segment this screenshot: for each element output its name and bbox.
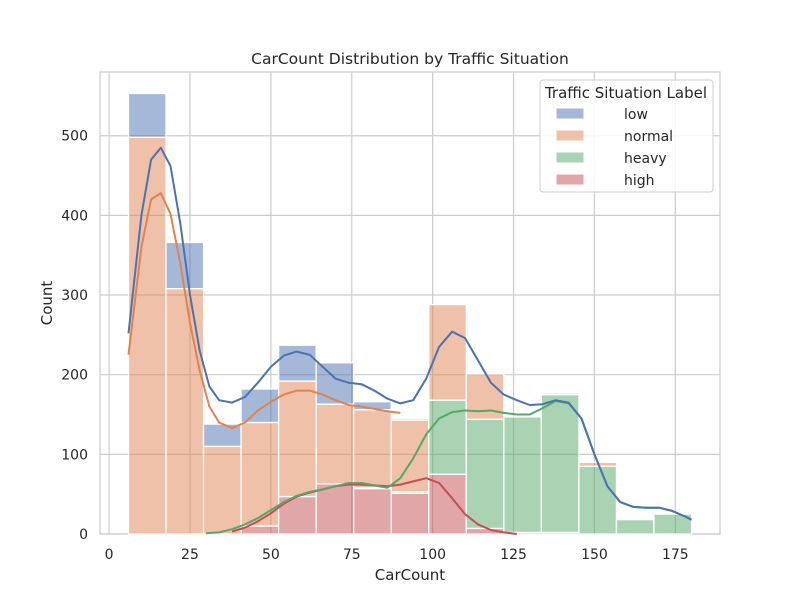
bar-high [315,483,355,535]
bar-normal [540,392,580,396]
x-tick-label: 150 [581,547,608,563]
bar-normal [127,136,167,535]
x-tick-label: 175 [662,547,689,563]
legend-label-low: low [624,107,648,123]
legend-swatch-low [555,107,585,120]
bar-normal [353,409,392,489]
legend: Traffic Situation Label low normal heavy hi… [539,79,714,193]
bar-heavy [615,519,655,535]
y-tick-label: 500 [61,129,88,145]
bar-heavy [653,513,693,535]
legend-swatch-normal [555,129,585,142]
y-tick-label: 200 [61,368,88,384]
bar-heavy [428,399,467,475]
bar-heavy [503,416,543,534]
bar-low [127,92,167,138]
legend-label-heavy: heavy [624,151,667,167]
legend-swatch-heavy [555,151,585,164]
y-tick-label: 100 [61,447,88,463]
x-tick-label: 25 [181,547,199,563]
bar-high [353,487,392,535]
bar-low [277,344,317,382]
y-tick-label: 300 [61,288,88,304]
x-tick-label: 75 [343,547,361,563]
y-axis-title: Count [38,281,56,326]
bar-heavy [578,465,618,535]
x-tick-label: 100 [419,547,446,563]
legend-title: Traffic Situation Label [544,84,707,102]
bar-normal [202,445,242,535]
tick-labels: 0 25 50 75 100 125 150 175 0 100 200 300 400 500 [61,129,688,563]
bar-normal [428,303,467,401]
bar-high [390,492,430,535]
bar-normal [277,380,317,498]
bar-normal [315,403,355,485]
bar-heavy [540,393,580,534]
x-axis-title: CarCount [375,566,445,584]
x-tick-label: 125 [500,547,527,563]
chart-title: CarCount Distribution by Traffic Situati… [251,50,569,68]
bar-high [428,473,467,535]
y-tick-label: 0 [79,527,88,543]
x-tick-label: 50 [262,547,280,563]
bar-normal [165,288,205,535]
bar-low [315,362,355,405]
kde-line-normal [127,192,401,430]
bar-low [390,417,430,421]
x-tick-label: 0 [105,547,114,563]
kde-curves [127,146,692,535]
legend-label-normal: normal [624,129,673,145]
kde-line-low [127,146,692,521]
bar-heavy [465,418,505,530]
y-tick-label: 400 [61,208,88,224]
legend-swatch-high [555,173,585,186]
legend-label-high: high [624,173,655,189]
